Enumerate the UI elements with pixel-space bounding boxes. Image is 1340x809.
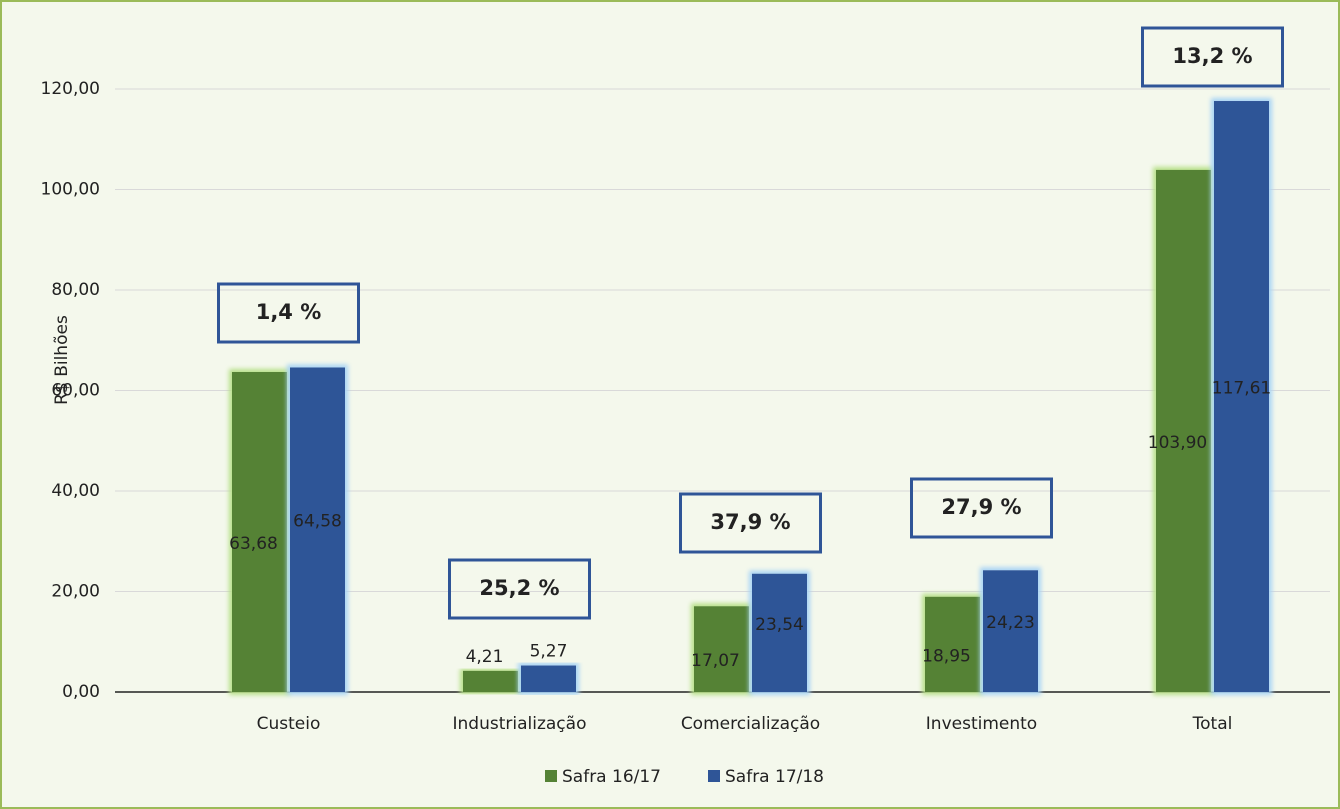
annotation: 25,2 % [479,576,559,600]
x-tick-label: Custeio [257,714,321,734]
y-axis-label: R$ Bilhões [52,315,72,405]
bar [925,596,980,692]
bar [983,570,1038,692]
bar [1156,169,1211,693]
x-tick-label: Total [1192,714,1233,734]
x-tick-label: Industrialização [453,714,587,734]
y-tick-label: 0,00 [62,682,100,702]
y-tick-label: 40,00 [51,481,100,501]
annotation-box [910,477,1053,539]
legend-label: Safra 17/18 [725,767,824,787]
legend-label: Safra 16/17 [562,767,661,787]
y-tick-label: 100,00 [41,180,100,200]
legend-swatch [708,770,720,782]
annotation: 13,2 % [1172,44,1252,68]
data-label: 5,27 [530,642,568,662]
x-tick-label: Comercialização [681,714,820,734]
bar [290,367,345,692]
data-label: 4,21 [466,647,504,667]
bar [232,372,287,692]
data-label: 63,68 [229,534,278,554]
data-label: 23,54 [755,615,804,635]
data-label: 18,95 [922,646,971,666]
data-label: 24,23 [986,613,1035,633]
data-label: 117,61 [1212,379,1271,399]
bar [694,606,749,692]
bar [1214,101,1269,692]
x-tick-label: Investimento [926,714,1037,734]
y-tick-label: 60,00 [51,381,100,401]
y-tick-label: 20,00 [51,582,100,602]
annotation: 27,9 % [941,495,1021,519]
bar [752,573,807,692]
bar [521,665,576,692]
annotation-box [1141,26,1284,88]
data-label: 17,07 [691,651,740,671]
annotation-box [448,558,591,620]
legend-swatch [545,770,557,782]
y-tick-label: 120,00 [41,79,100,99]
annotation: 1,4 % [256,300,322,324]
annotation-box [217,282,360,344]
annotation: 37,9 % [710,510,790,534]
annotation-box [679,492,822,554]
bar [463,670,518,692]
data-label: 103,90 [1148,433,1207,453]
data-label: 64,58 [293,512,342,532]
y-tick-label: 80,00 [51,280,100,300]
